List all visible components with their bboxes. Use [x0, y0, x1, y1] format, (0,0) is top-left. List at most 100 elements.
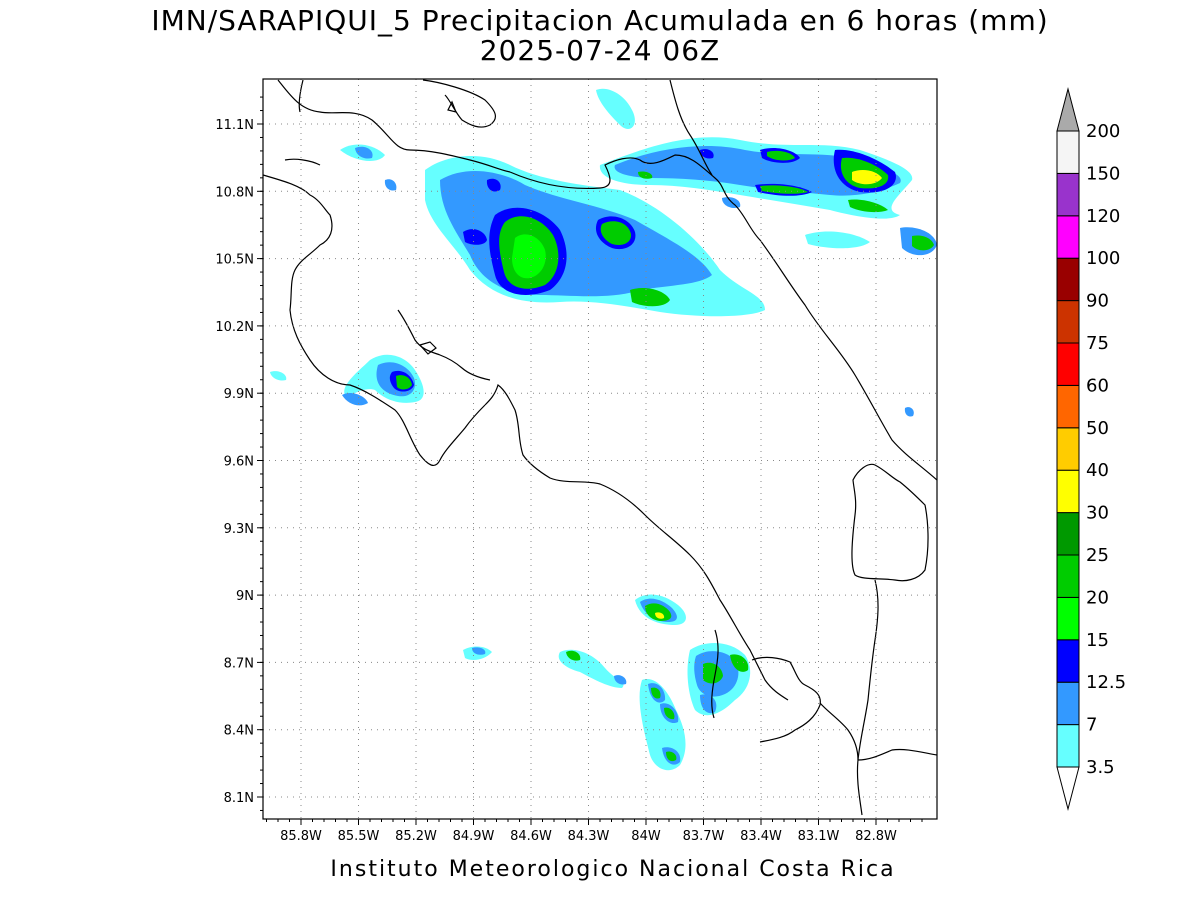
burica-coast [819, 702, 859, 761]
precip-contour-3-5 [805, 231, 870, 249]
lon-tick-label: 83.7W [683, 829, 725, 844]
colorbar-swatch [1056, 342, 1080, 386]
colorbar-swatch [1056, 596, 1080, 641]
colorbar-label: 100 [1086, 248, 1120, 269]
colorbar-swatch [1056, 554, 1080, 598]
colorbar-swatch [1056, 724, 1080, 768]
precip-contour-12-5 [463, 229, 487, 245]
coast-segment-nw [298, 79, 304, 113]
colorbar-label: 50 [1086, 418, 1109, 439]
lat-tick-label: 8.1N [224, 791, 254, 806]
lon-tick-label: 82.8W [855, 829, 897, 844]
precip-contour-20 [566, 650, 581, 661]
precipitation-layer [270, 88, 937, 771]
colorbar-label: 60 [1086, 375, 1109, 396]
panama-border [856, 579, 879, 816]
colorbar-under-arrow [1056, 766, 1080, 811]
coast-segment-w [284, 158, 321, 166]
colorbar-label: 75 [1086, 333, 1109, 354]
precip-contour-20 [666, 751, 677, 762]
nicoya-island [418, 341, 437, 355]
lake-nicaragua-shore [422, 79, 497, 128]
precip-contour-7 [614, 145, 901, 196]
colorbar-label: 3.5 [1086, 757, 1115, 778]
credit-text: Instituto Meteorologico Nacional Costa R… [330, 857, 895, 882]
precip-contour-7 [342, 392, 368, 406]
colorbar-label: 7 [1086, 715, 1097, 736]
colorbar-swatch [1056, 300, 1080, 344]
rain-cluster-north-east [599, 137, 937, 256]
map-subtitle: 2025-07-24 06Z [480, 34, 720, 67]
nicoya-coast [263, 174, 486, 467]
grid-layer [263, 79, 937, 819]
precip-contour-20 [760, 185, 808, 194]
chiriqui-coast [857, 748, 937, 761]
colorbar-swatch [1056, 639, 1080, 683]
colorbar-swatch [1056, 427, 1080, 471]
colorbar-label: 12.5 [1086, 672, 1126, 693]
colorbar: 3.5 7 12.5 15 20 25 30 40 50 60 75 90 100 120 150 200 [1056, 87, 1126, 811]
precip-contour-3-5 [596, 88, 635, 130]
gulf-of-nicoya [397, 309, 491, 381]
precip-contour-7 [472, 647, 486, 655]
lat-tick-label: 8.7N [224, 656, 254, 671]
osa-peninsula [751, 656, 821, 743]
precip-contour-20 [912, 235, 934, 251]
lat-tick-label: 8.4N [224, 724, 254, 739]
lat-tick-label: 10.2N [215, 320, 254, 335]
lat-tick-label: 9N [236, 589, 254, 604]
colorbar-swatch [1056, 384, 1080, 429]
lat-tick-label: 10.8N [215, 185, 254, 200]
lon-tick-label: 84.6W [510, 829, 552, 844]
precip-contour-20 [730, 654, 749, 672]
colorbar-label: 15 [1086, 630, 1109, 651]
nicaragua-border [277, 79, 511, 173]
lat-tick-label: 9.9N [224, 387, 254, 402]
colorbar-label: 30 [1086, 503, 1109, 524]
colorbar-over-arrow [1056, 87, 1080, 132]
precip-contour-20 [630, 288, 670, 307]
lat-tick-label: 11.1N [215, 118, 254, 133]
precip-contour-12-5 [486, 178, 501, 192]
lat-tick-label: 9.6N [224, 455, 254, 470]
rain-cluster-north-west [340, 88, 765, 317]
colorbar-label: 90 [1086, 291, 1109, 312]
precip-contour-7 [904, 407, 914, 417]
colorbar-label: 20 [1086, 587, 1109, 608]
lon-tick-label: 83.1W [798, 829, 840, 844]
plot-area: 85.8W 85.5W 85.2W 84.9W 84.6W 84.3W 84W 83.7W 83… [215, 78, 938, 844]
lat-tick-label: 10.5N [215, 253, 254, 268]
colorbar-label: 40 [1086, 460, 1109, 481]
precip-contour-7 [355, 146, 373, 159]
precip-contour-30 [852, 170, 882, 185]
lon-tick-label: 84.9W [453, 829, 495, 844]
colorbar-label: 25 [1086, 545, 1109, 566]
panama-lagoon [851, 463, 929, 582]
precip-contour-20 [600, 221, 632, 245]
colorbar-label: 120 [1086, 206, 1120, 227]
lake-island [447, 100, 457, 113]
colorbar-swatch [1056, 172, 1080, 217]
colorbar-swatch [1056, 681, 1080, 726]
colorbar-swatch [1056, 257, 1080, 302]
lon-tick-label: 85.8W [280, 829, 322, 844]
precip-contour-20 [664, 707, 675, 720]
lon-tick-label: 85.2W [395, 829, 437, 844]
colorbar-swatch [1056, 130, 1080, 174]
precip-contour-20 [651, 687, 661, 699]
colorbar-swatch [1056, 215, 1080, 259]
precip-contour-20 [703, 662, 723, 684]
colorbar-swatch [1056, 469, 1080, 514]
precip-contour-7 [384, 179, 397, 191]
colorbar-label: 150 [1086, 163, 1120, 184]
precip-contour-20 [396, 375, 412, 390]
caribbean-coast [509, 154, 937, 481]
precip-contour-3-5 [639, 679, 686, 771]
coastline-layer [263, 79, 937, 816]
precip-contour-3-5 [270, 371, 287, 381]
precip-contour-20 [848, 199, 888, 213]
osa-inner-coast [711, 629, 719, 719]
precip-contour-7 [614, 675, 627, 685]
colorbar-label: 200 [1086, 121, 1120, 142]
